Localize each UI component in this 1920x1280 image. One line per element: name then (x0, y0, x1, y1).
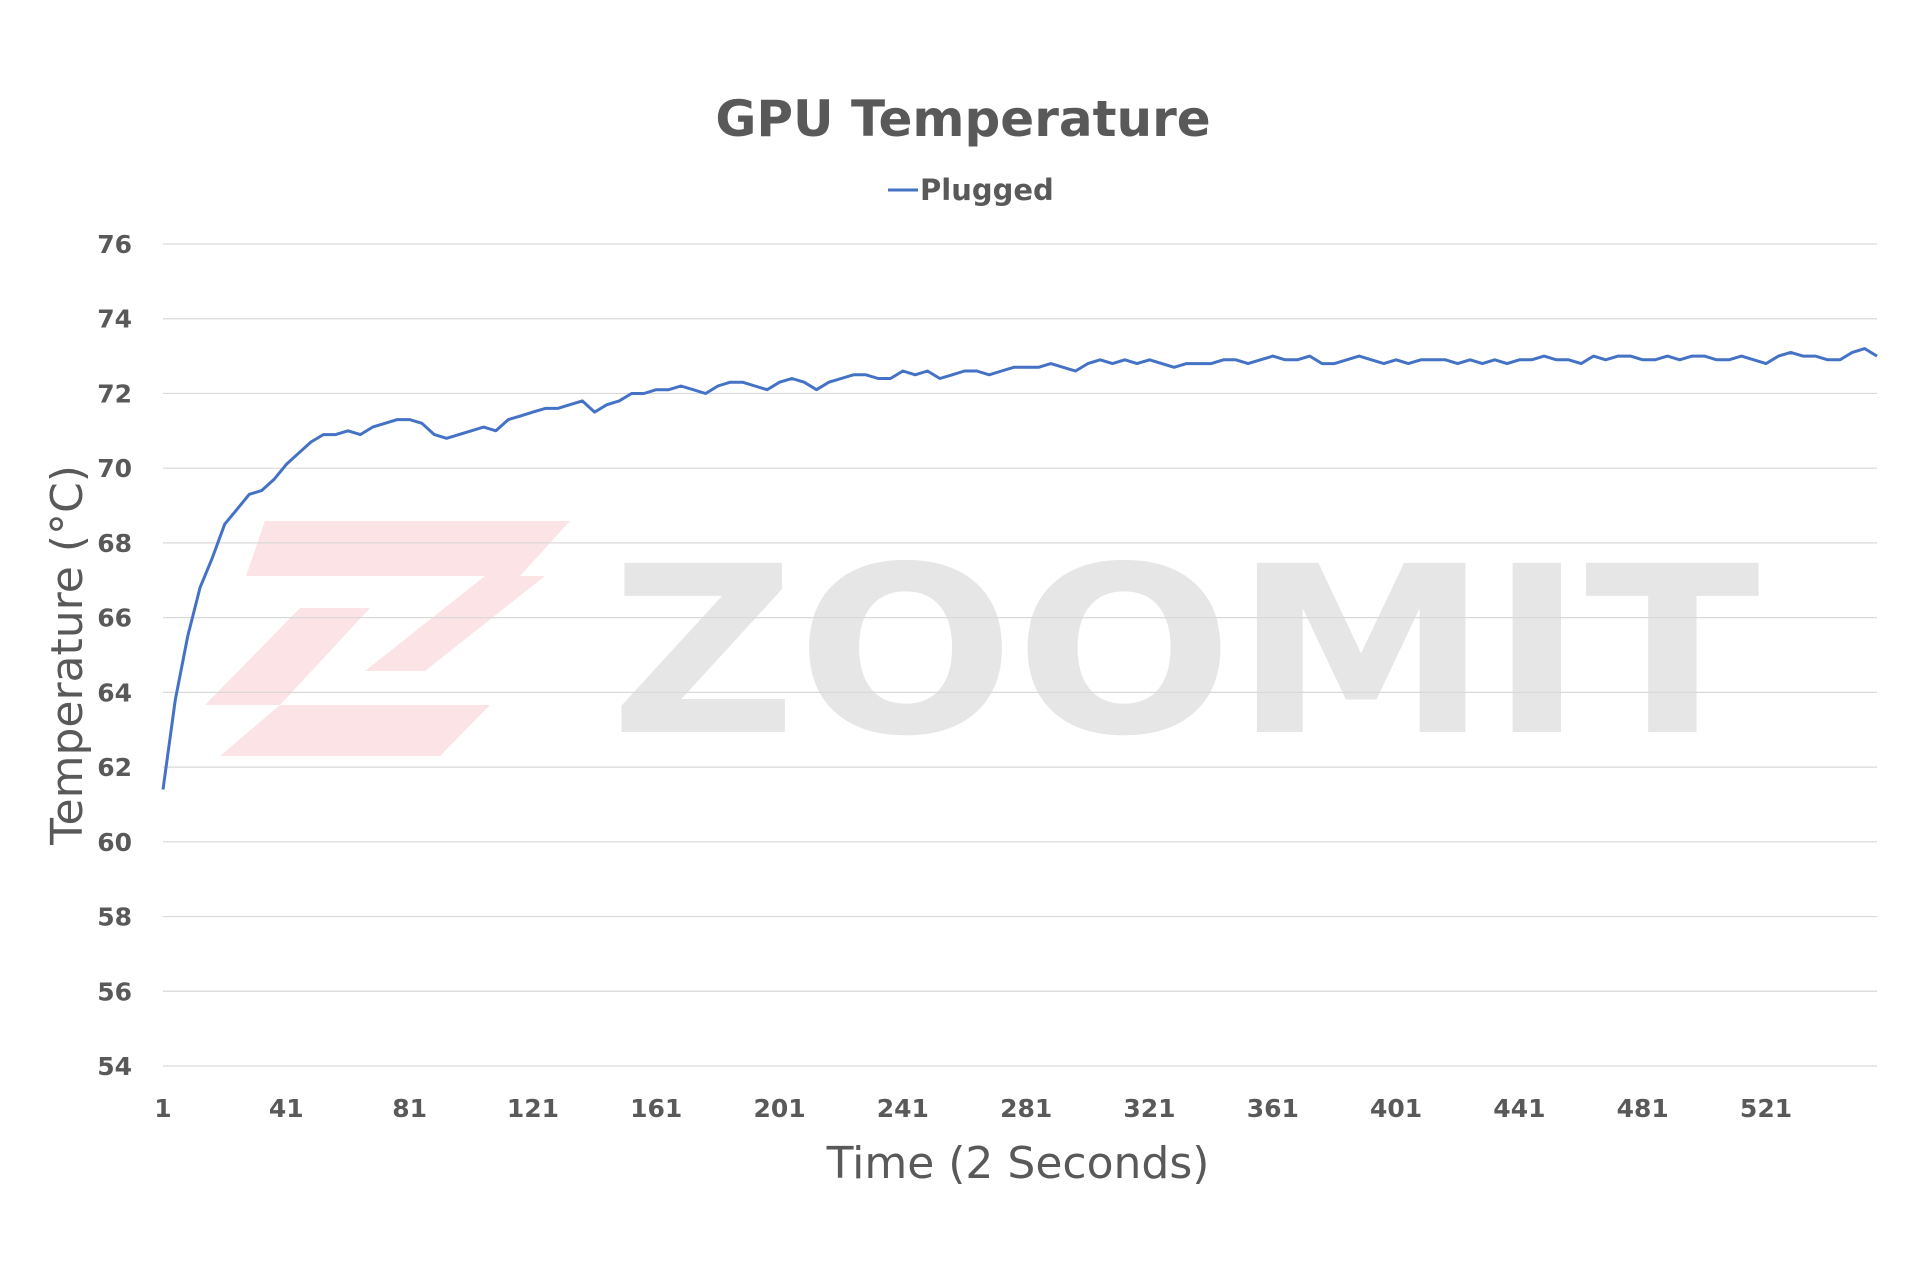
y-tick-label: 56 (97, 977, 132, 1006)
legend: Plugged (888, 173, 1054, 207)
x-tick-label: 41 (269, 1094, 304, 1123)
x-tick-label: 521 (1740, 1094, 1792, 1123)
y-axis-ticks: 54 56 58 60 62 64 66 68 70 72 74 76 (97, 230, 132, 1081)
y-tick-label: 62 (97, 753, 132, 782)
zoomit-logo-icon (205, 521, 570, 756)
y-tick-label: 74 (97, 305, 132, 334)
x-tick-label: 321 (1123, 1094, 1175, 1123)
y-tick-label: 58 (97, 903, 132, 932)
y-tick-label: 54 (97, 1052, 132, 1081)
x-axis-title: Time (2 Seconds) (826, 1138, 1210, 1189)
y-tick-label: 76 (97, 230, 132, 259)
gridlines (163, 243, 1877, 1067)
watermark: ZOOMIT (205, 517, 1760, 787)
x-axis-ticks: 1 41 81 121 161 201 241 281 321 361 401 441 481 521 (154, 1094, 1792, 1123)
legend-label: Plugged (920, 173, 1054, 207)
x-tick-label: 201 (753, 1094, 805, 1123)
y-axis-title: Temperature (°C) (42, 465, 93, 846)
chart-title: GPU Temperature (715, 90, 1210, 148)
y-tick-label: 66 (97, 604, 132, 633)
x-tick-label: 161 (630, 1094, 682, 1123)
x-tick-label: 241 (877, 1094, 929, 1123)
x-tick-label: 1 (154, 1094, 171, 1123)
x-tick-label: 281 (1000, 1094, 1052, 1123)
y-tick-label: 60 (97, 828, 132, 857)
y-tick-label: 72 (97, 379, 132, 408)
x-tick-label: 81 (392, 1094, 427, 1123)
x-tick-label: 481 (1617, 1094, 1669, 1123)
y-tick-label: 70 (97, 454, 132, 483)
series-group (161, 347, 1878, 790)
y-tick-label: 68 (97, 529, 132, 558)
x-tick-label: 361 (1247, 1094, 1299, 1123)
y-tick-label: 64 (97, 678, 132, 707)
x-tick-label: 441 (1493, 1094, 1545, 1123)
series-line-plugged (161, 347, 1878, 790)
watermark-text: ZOOMIT (610, 517, 1760, 787)
x-tick-label: 121 (507, 1094, 559, 1123)
x-tick-label: 401 (1370, 1094, 1422, 1123)
